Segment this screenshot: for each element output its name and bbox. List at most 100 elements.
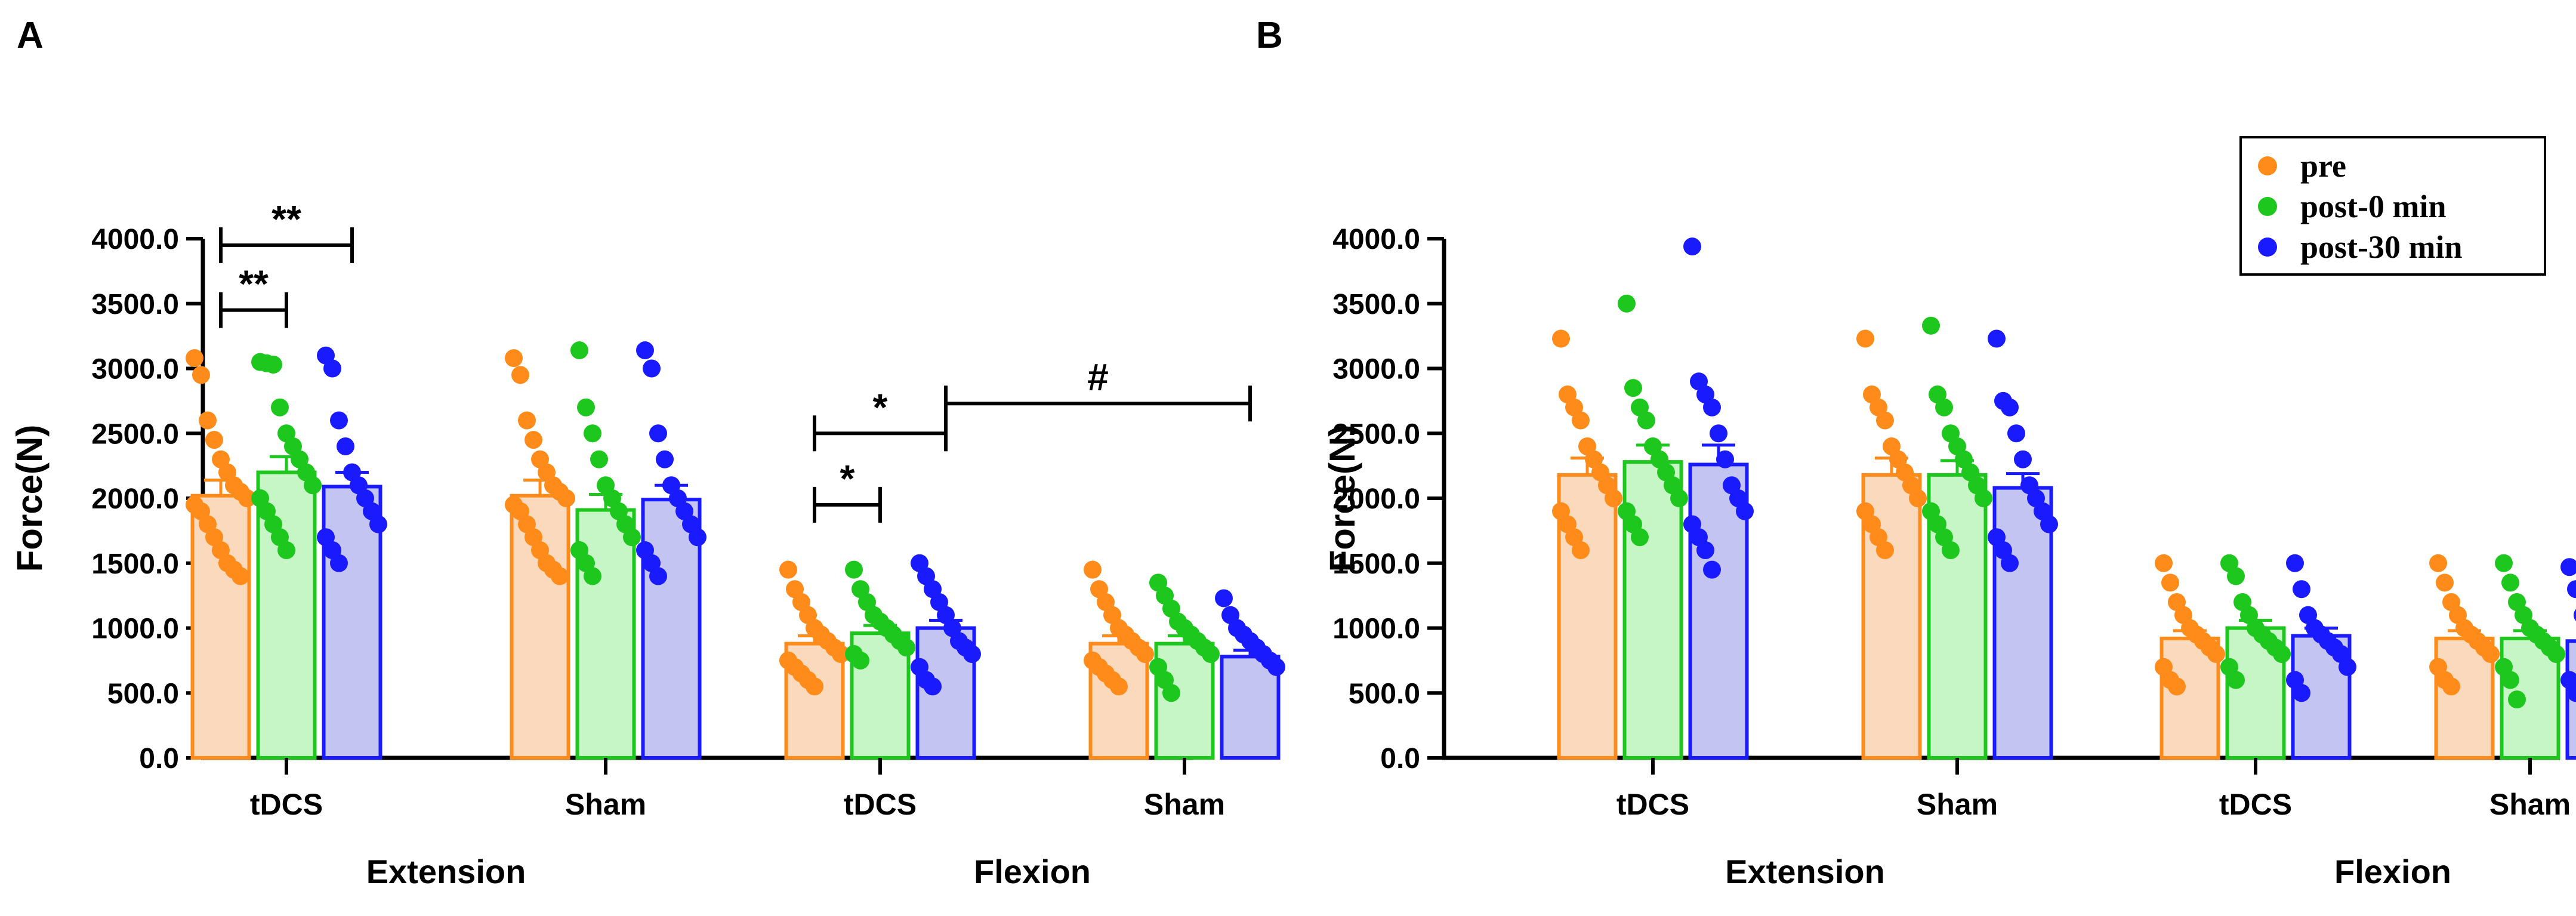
panel-a-sig-label: ** — [272, 198, 301, 240]
panel-a-data-point — [557, 489, 575, 507]
panel-b-data-point — [1631, 528, 1649, 547]
panel-b-data-point — [1876, 411, 1894, 430]
panel-b-data-point — [1856, 329, 1874, 348]
panel-a-data-point — [1162, 684, 1180, 702]
panel-b-data-point — [1618, 294, 1636, 313]
panel-a-sig-label: # — [1087, 356, 1109, 399]
panel-b-data-point — [1637, 411, 1655, 430]
panel-b-data-point — [2001, 554, 2019, 572]
panel-a-data-point — [1215, 589, 1233, 607]
panel-a-y-tick-label: 3000.0 — [91, 354, 179, 385]
panel-a-data-point — [238, 489, 256, 507]
panel-b-data-point — [2436, 573, 2454, 592]
panel-a-data-point — [518, 411, 536, 430]
panel-a-data-point — [277, 541, 295, 559]
panel-b-data-point — [1716, 450, 1734, 468]
panel-a-data-point — [186, 349, 203, 368]
panel-b-y-tick-label: 3000.0 — [1332, 354, 1420, 385]
panel-a-data-point — [264, 355, 282, 374]
panel-b-data-point — [2567, 580, 2576, 599]
panel-a-data-point — [649, 567, 667, 585]
panel-b-bar-pre-2 — [2159, 636, 2220, 760]
panel-b-data-point — [1975, 489, 1992, 507]
panel-b-label: B — [1256, 15, 1283, 56]
panel-a-data-point — [623, 528, 641, 547]
panel-b-data-point — [1572, 541, 1590, 559]
panel-b-data-point — [2442, 677, 2460, 696]
panel-b-data-point — [2001, 398, 2019, 417]
panel-a-data-point — [323, 359, 341, 378]
panel-b-data-point — [1624, 379, 1642, 397]
panel-a-data-point — [1202, 645, 1220, 663]
panel-a-data-point — [1267, 658, 1285, 676]
panel-a-data-point — [570, 341, 588, 360]
panel-a-data-point — [832, 645, 850, 663]
panel-b-data-point — [2567, 684, 2576, 702]
panel-b-data-point — [2560, 558, 2576, 576]
panel-b-data-point — [1703, 560, 1721, 579]
panel-a-y-tick-label: 1000.0 — [91, 613, 179, 645]
panel-b-x-tick-label: tDCS — [1616, 788, 1689, 821]
panel-a-x-tick-label: tDCS — [844, 788, 917, 821]
panel-b-data-point — [2227, 567, 2245, 585]
panel-a-label: A — [17, 15, 44, 56]
panel-b-data-point — [2574, 609, 2576, 621]
panel-b-data-point — [2007, 424, 2025, 443]
panel-a-data-point — [577, 398, 595, 417]
panel-b-y-tick-label: 2500.0 — [1332, 418, 1420, 450]
panel-b-data-point — [2501, 573, 2519, 592]
panel-b-data-point — [1922, 316, 1940, 335]
panel-a-data-point — [590, 450, 608, 468]
panel-b-data-point — [2168, 677, 2186, 696]
panel-a-data-point — [1084, 560, 1102, 579]
panel-a-data-point — [897, 639, 915, 657]
panel-a-data-point — [192, 366, 210, 384]
panel-a-data-point — [689, 528, 707, 547]
panel-b-data-point — [2014, 450, 2032, 468]
panel-a-data-point — [656, 450, 674, 468]
panel-a-data-point — [806, 677, 823, 696]
panel-b-y-tick-label: 1500.0 — [1332, 548, 1420, 580]
panel-b-data-point — [2495, 554, 2513, 572]
panel-b-data-point — [1935, 398, 1953, 417]
panel-a-group-label: Extension — [366, 853, 526, 890]
panel-b-data-point — [1876, 541, 1894, 559]
panel-a-data-point — [643, 359, 661, 378]
panel-b-data-point — [1572, 411, 1590, 430]
panel-b-group-label: Flexion — [2334, 853, 2451, 890]
panel-b-data-point — [1710, 424, 1727, 443]
panel-a-data-point — [1110, 677, 1128, 696]
panel-b-data-point — [1683, 238, 1701, 256]
panel-a-data-point — [584, 424, 601, 443]
panel-b-y-tick-label: 3500.0 — [1332, 289, 1420, 320]
panel-b-data-point — [2293, 580, 2310, 599]
panel-b-data-point — [2482, 645, 2500, 663]
panel-a-y-tick-label: 2500.0 — [91, 418, 179, 450]
panel-b-data-point — [1988, 329, 2006, 348]
panel-a-data-point — [205, 431, 223, 449]
panel-b-data-point — [2155, 554, 2173, 572]
panel-b-data-point — [1552, 329, 1570, 348]
panel-b-data-point — [2161, 573, 2179, 592]
panel-b-data-point — [2560, 671, 2576, 689]
panel-a-data-point — [505, 349, 523, 368]
panel-a-sig-label: * — [840, 457, 855, 500]
panel-a-data-point — [369, 515, 387, 533]
panel-a-data-point — [1136, 645, 1154, 663]
legend-box — [2239, 136, 2546, 276]
panel-b-data-point — [2040, 515, 2058, 533]
panel-b-data-point — [2547, 645, 2565, 663]
panel-a-y-tick-label: 0.0 — [139, 743, 179, 775]
panel-b-data-point — [2429, 554, 2447, 572]
panel-b-y-axis-label: Force(N) — [1322, 425, 1362, 572]
panel-b-data-point — [1736, 502, 1754, 520]
panel-b-data-point — [2501, 671, 2519, 689]
panel-a-data-point — [330, 411, 348, 430]
panel-a-data-point — [845, 560, 863, 579]
panel-a-bar-post-30-min-3 — [1220, 655, 1281, 760]
legend-label-post-30-min: post-30 min — [2300, 229, 2463, 265]
panel-b-y-tick-label: 500.0 — [1349, 678, 1420, 710]
panel-b-data-point — [2207, 645, 2225, 663]
panel-b-y-tick-label: 2000.0 — [1332, 483, 1420, 515]
